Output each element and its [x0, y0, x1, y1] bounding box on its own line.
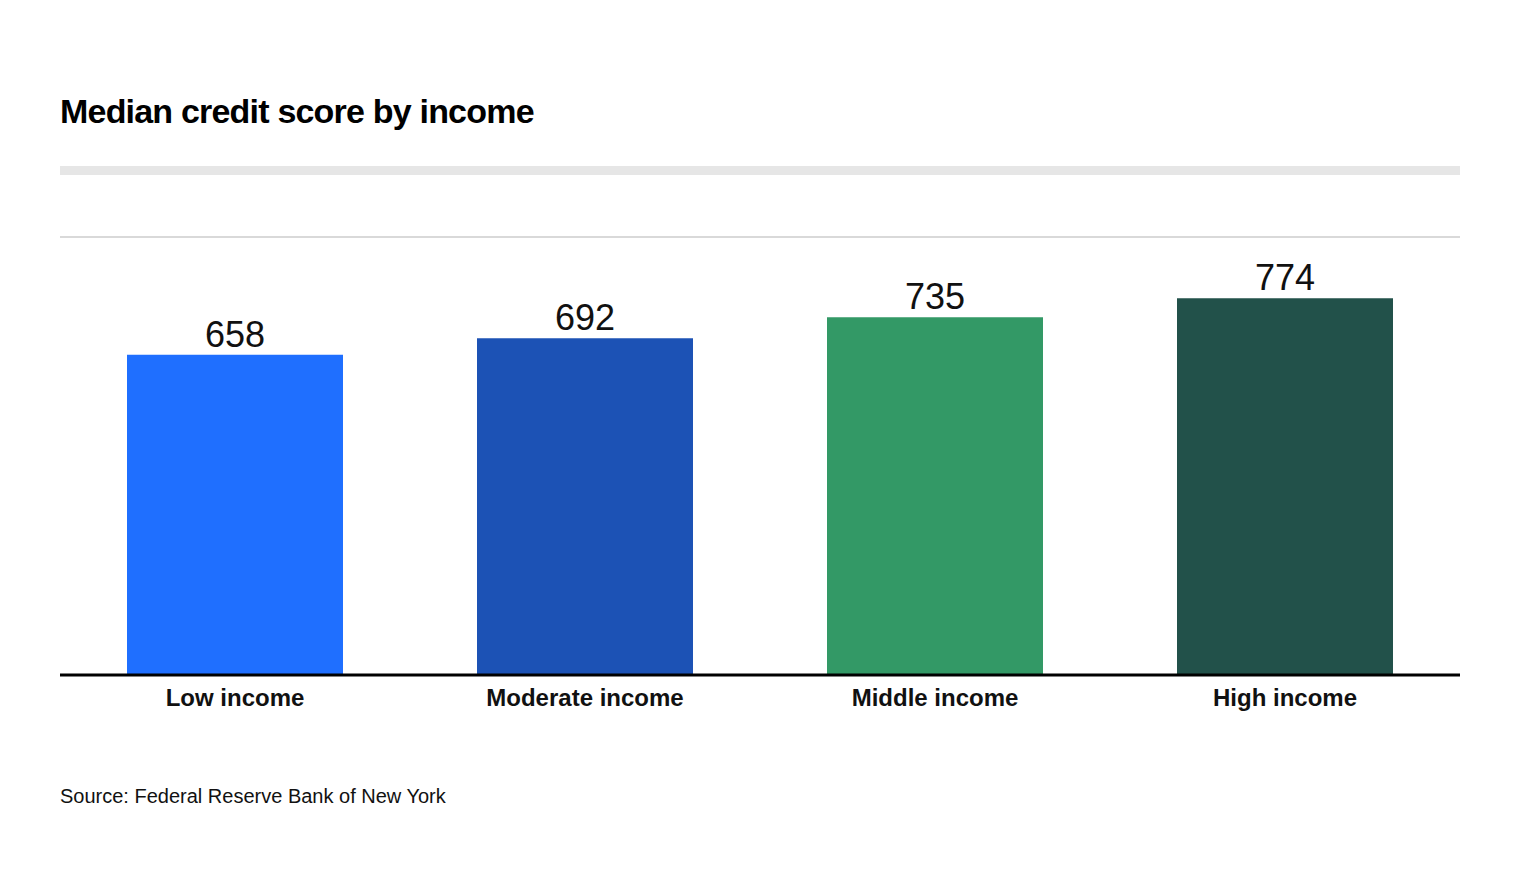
svg-text:Middle income: Middle income — [852, 684, 1019, 711]
svg-text:658: 658 — [205, 314, 265, 355]
html-text:Source: Federal Reserve Bank o: Source: Federal Reserve Bank of New York — [60, 785, 446, 807]
svg-text:Low income: Low income — [166, 684, 305, 711]
svg-text:High income: High income — [1213, 684, 1357, 711]
svg-text:692: 692 — [555, 297, 615, 338]
svg-text:774: 774 — [1255, 257, 1315, 298]
svg-text:Moderate income: Moderate income — [486, 684, 683, 711]
svg-text:735: 735 — [905, 276, 965, 317]
html-text:Median credit score by income: Median credit score by income — [60, 92, 534, 130]
